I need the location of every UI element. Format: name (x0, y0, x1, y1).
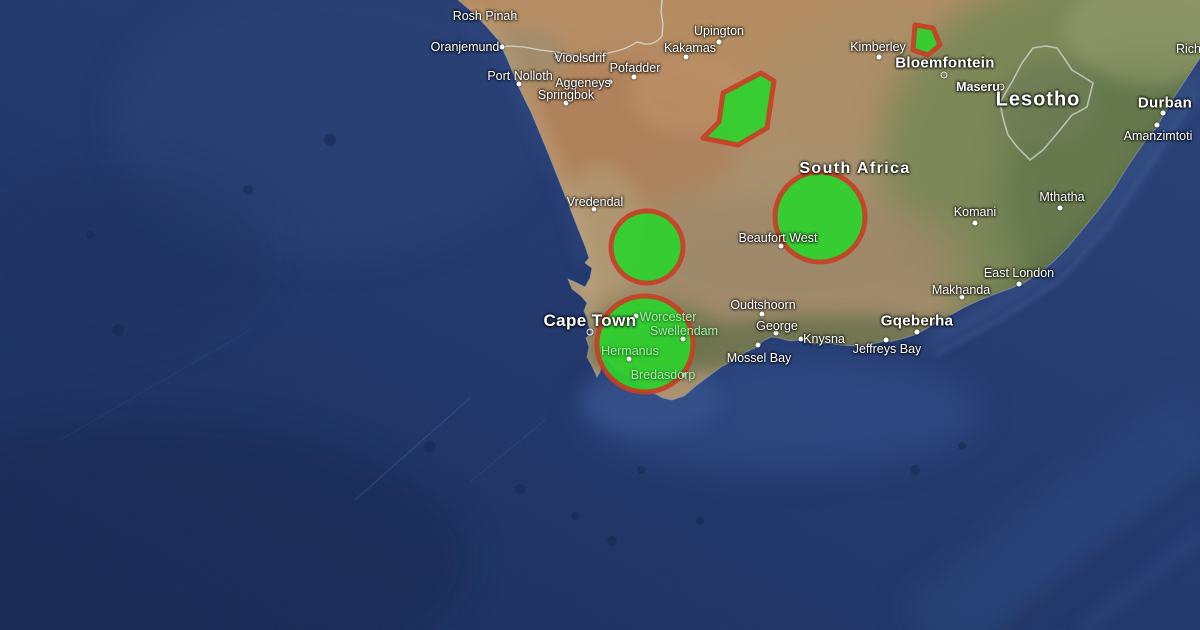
town-dot-marker (1154, 122, 1160, 128)
town-dot-marker (607, 79, 613, 85)
town-dot-marker (876, 54, 882, 60)
town-dot-marker (511, 13, 517, 19)
town-dot-marker (680, 336, 686, 342)
highlight-zones-layer (594, 22, 943, 395)
town-dot-marker (798, 336, 804, 342)
city-ring-marker (586, 328, 594, 336)
town-dot-marker (563, 100, 569, 106)
city-ring-marker (997, 83, 1005, 91)
town-dot-marker (681, 372, 687, 378)
highlight-zone-circle-2[interactable] (772, 169, 868, 265)
highlight-zone-circle-3[interactable] (594, 293, 696, 395)
town-dot-marker (755, 342, 761, 348)
town-dot-marker (883, 337, 889, 343)
highlight-zone-circle-1[interactable] (608, 208, 686, 286)
town-dot-marker (972, 220, 978, 226)
town-dot-marker (914, 329, 920, 335)
town-dot-marker (626, 356, 632, 362)
town-dot-marker (1057, 205, 1063, 211)
town-dot-marker (1016, 281, 1022, 287)
town-dot-marker (1160, 110, 1166, 116)
city-ring-marker (940, 71, 948, 79)
town-dot-marker (499, 44, 505, 50)
town-dot-marker (716, 39, 722, 45)
town-dot-marker (516, 81, 522, 87)
town-dot-marker (959, 294, 965, 300)
town-dot-marker (633, 313, 639, 319)
town-dot-marker (591, 206, 597, 212)
town-dot-marker (554, 54, 560, 60)
highlight-zone-polygon-1[interactable] (910, 22, 943, 58)
town-dot-marker (778, 243, 784, 249)
highlight-zone-polygon-2[interactable] (700, 70, 777, 148)
town-dot-marker (759, 311, 765, 317)
town-dot-marker (631, 74, 637, 80)
town-dot-marker (683, 54, 689, 60)
town-dot-marker (773, 330, 779, 336)
